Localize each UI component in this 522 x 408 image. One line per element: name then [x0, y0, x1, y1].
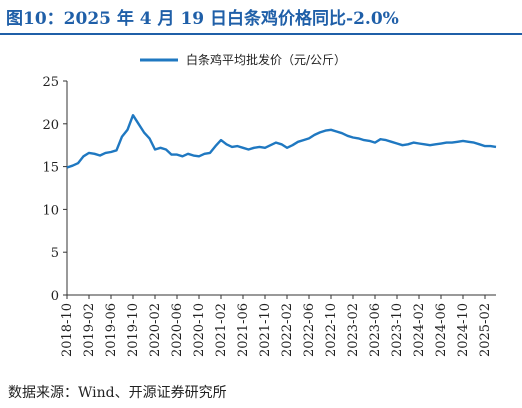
- x-tick-label: 2024-06: [434, 303, 449, 357]
- legend: 白条鸡平均批发价（元/公斤）: [140, 52, 346, 67]
- x-tick-label: 2021-06: [236, 303, 251, 357]
- x-tick-label: 2020-06: [170, 303, 185, 357]
- y-tick-label: 10: [42, 203, 59, 218]
- x-tick-label: 2021-10: [258, 303, 273, 357]
- series-line: [66, 114, 497, 169]
- x-tick-label: 2022-10: [324, 303, 339, 357]
- x-tick-label: 2019-06: [104, 303, 119, 357]
- x-tick-label: 2021-02: [214, 303, 229, 357]
- axes: [66, 81, 496, 296]
- y-tick-label: 15: [42, 161, 59, 176]
- x-tick-label: 2019-02: [82, 303, 97, 357]
- x-tick-label: 2018-10: [60, 303, 75, 357]
- x-tick-label: 2025-02: [478, 303, 493, 357]
- x-tick-label: 2023-02: [346, 303, 361, 357]
- x-tick-label: 2019-10: [126, 303, 141, 357]
- x-tick-label: 2020-02: [148, 303, 163, 357]
- x-tick-label: 2023-06: [368, 303, 383, 357]
- x-axis-ticks: 2018-10 2019-02 2019-06 2019-10 2020-02 2020-…: [60, 295, 493, 357]
- title-rule: [0, 33, 522, 35]
- x-tick-label: 2024-10: [456, 303, 471, 357]
- y-tick-label: 0: [51, 289, 59, 304]
- x-tick-label: 2023-10: [390, 303, 405, 357]
- y-tick-label: 25: [42, 75, 59, 90]
- data-source: 数据来源：Wind、开源证券研究所: [8, 385, 227, 401]
- y-tick-label: 5: [51, 246, 59, 261]
- x-tick-label: 2024-02: [412, 303, 427, 357]
- y-axis-ticks: 0 5 10 15 20 25: [42, 75, 67, 304]
- y-tick-label: 20: [42, 118, 59, 133]
- x-tick-label: 2022-02: [280, 303, 295, 357]
- x-tick-label: 2022-06: [302, 303, 317, 357]
- line-chart: 白条鸡平均批发价（元/公斤） 0 5 10 15 20 25 2018-10 2019-02…: [42, 52, 497, 357]
- x-tick-label: 2020-10: [192, 303, 207, 357]
- chart-title: 图10：2025 年 4 月 19 日白条鸡价格同比-2.0%: [6, 9, 399, 29]
- legend-label: 白条鸡平均批发价（元/公斤）: [186, 52, 346, 67]
